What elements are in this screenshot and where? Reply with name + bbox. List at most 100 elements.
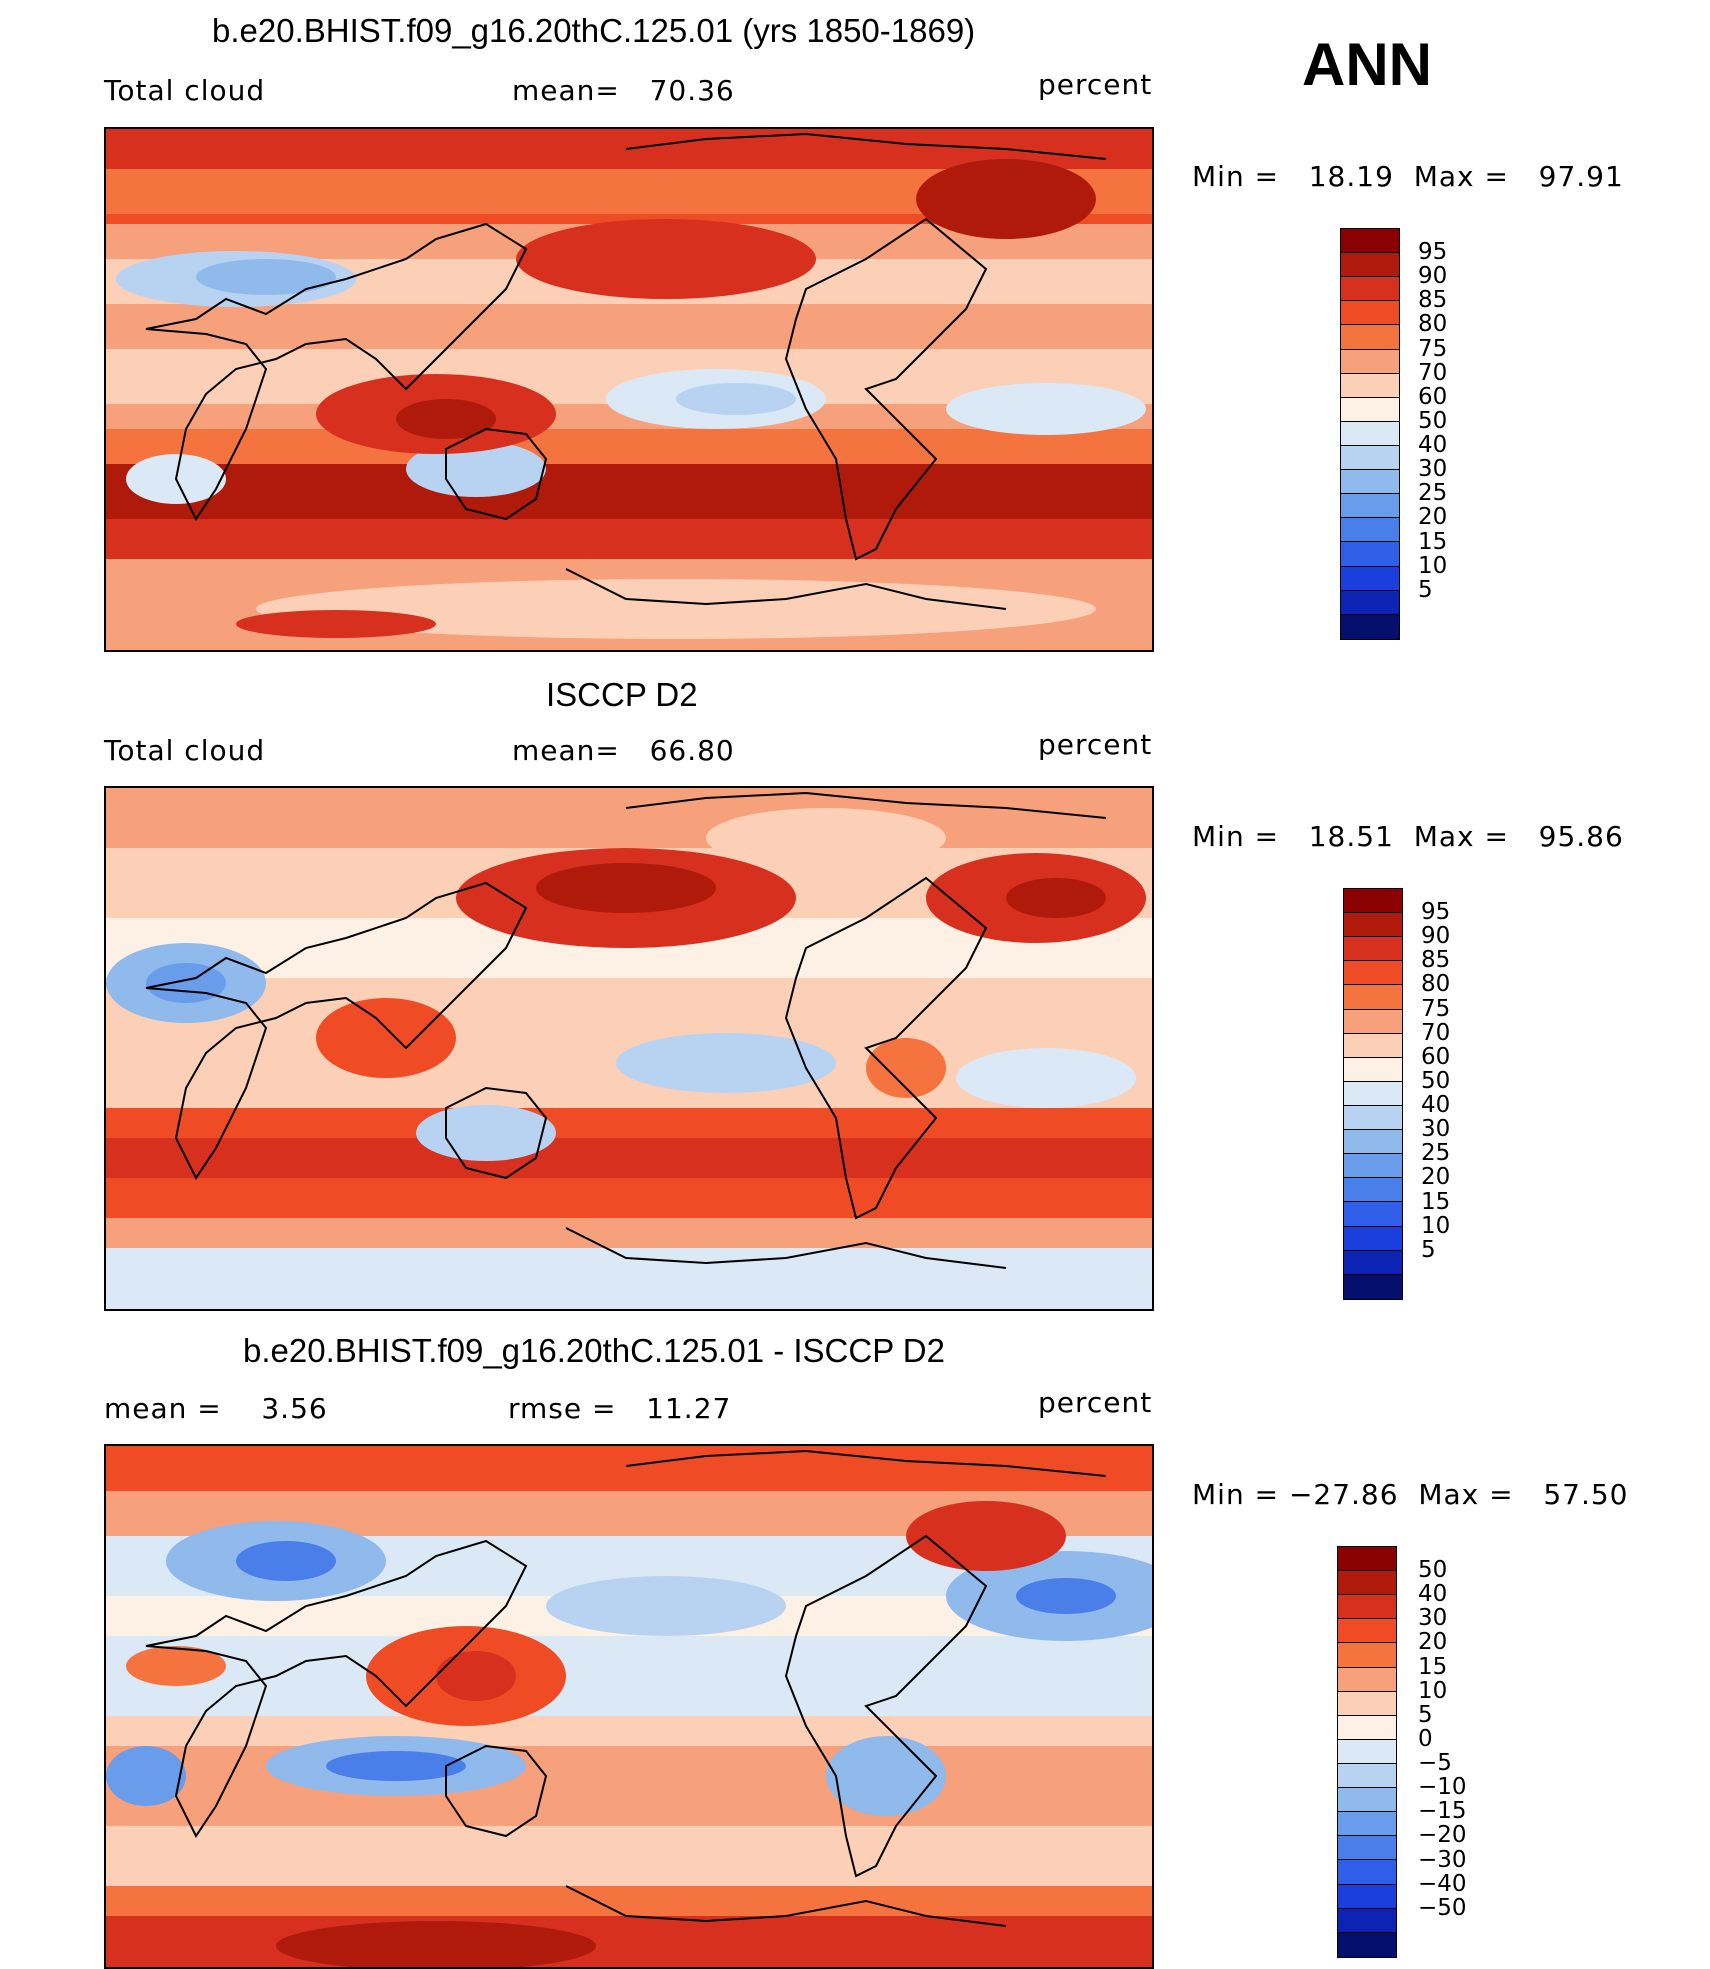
colorbar-tick-label: 40 (1421, 1092, 1451, 1119)
colorbar-tick-label: 10 (1421, 1212, 1451, 1239)
panel2-map-svg (106, 788, 1152, 1309)
colorbar-tick-label: 15 (1421, 1188, 1451, 1215)
colorbar-cell (1344, 1105, 1402, 1131)
colorbar-cell (1338, 1595, 1396, 1620)
colorbar-tick-label: 85 (1418, 287, 1448, 314)
panel2-units: percent (1038, 728, 1153, 761)
season-label: ANN (1302, 31, 1432, 98)
panel1-mean: mean= 70.36 (512, 74, 735, 107)
colorbar-tick-label: 30 (1421, 1116, 1451, 1143)
colorbar-cell (1344, 1057, 1402, 1082)
colorbar-cell (1344, 1202, 1402, 1227)
colorbar-tick-label: 50 (1418, 407, 1448, 434)
colorbar-tick-label: 75 (1418, 335, 1448, 362)
colorbar-cell (1344, 1081, 1402, 1106)
panel3-title: b.e20.BHIST.f09_g16.20thC.125.01 - ISCCP… (243, 1332, 945, 1369)
colorbar-cell (1341, 277, 1399, 302)
colorbar-tick-label: 95 (1418, 239, 1448, 266)
panel1-field-name: Total cloud (104, 74, 266, 107)
colorbar-tick-label: 60 (1421, 1043, 1451, 1070)
panel2-min-max: Min = 18.51 Max = 95.86 (1192, 820, 1624, 853)
colorbar-cell (1341, 301, 1399, 326)
colorbar-cell (1341, 229, 1399, 254)
colorbar-cell (1338, 1932, 1396, 1957)
colorbar-tick-label: 90 (1418, 263, 1448, 290)
colorbar-cell (1344, 1130, 1402, 1155)
colorbar-cell (1344, 889, 1402, 914)
panel1-colorbar (1340, 228, 1400, 640)
colorbar-cell (1344, 1250, 1402, 1275)
colorbar-tick-label: 25 (1421, 1140, 1451, 1167)
colorbar-tick-label: 5 (1418, 576, 1433, 603)
colorbar-cell (1341, 470, 1399, 495)
colorbar-cell (1338, 1763, 1396, 1789)
panel2-colorbar (1343, 888, 1403, 1300)
colorbar-cell (1338, 1739, 1396, 1764)
colorbar-tick-label: −40 (1418, 1870, 1467, 1897)
colorbar-tick-label: 40 (1418, 432, 1448, 459)
colorbar-cell (1344, 1154, 1402, 1179)
panel2-colorbar-labels: 95 90 85 80 75 70 60 50 40 30 25 20 15 10 5 (1421, 888, 1481, 1300)
colorbar-cell (1344, 961, 1402, 986)
colorbar-cell (1341, 566, 1399, 591)
colorbar-tick-label: 30 (1418, 456, 1448, 483)
colorbar-cell (1338, 1836, 1396, 1861)
colorbar-tick-label: 15 (1418, 1653, 1448, 1680)
colorbar-tick-label: 95 (1421, 899, 1451, 926)
panel1-map-svg (106, 129, 1152, 650)
colorbar-cell (1344, 1033, 1402, 1058)
colorbar-tick-label: 60 (1418, 383, 1448, 410)
colorbar-cell (1341, 421, 1399, 446)
colorbar-tick-label: 50 (1418, 1557, 1448, 1584)
panel2-mean: mean= 66.80 (512, 734, 735, 767)
colorbar-tick-label: 20 (1418, 504, 1448, 531)
colorbar-tick-label: −15 (1418, 1798, 1467, 1825)
colorbar-cell (1338, 1788, 1396, 1813)
panel3-mean: mean = 3.56 (104, 1392, 328, 1425)
colorbar-cell (1344, 985, 1402, 1010)
colorbar-tick-label: 30 (1418, 1605, 1448, 1632)
colorbar-tick-label: 25 (1418, 480, 1448, 507)
colorbar-cell (1341, 349, 1399, 374)
colorbar-cell (1338, 1908, 1396, 1933)
panel1-colorbar-cells (1341, 229, 1399, 639)
colorbar-tick-label: −30 (1418, 1846, 1467, 1873)
colorbar-cell (1344, 1009, 1402, 1034)
colorbar-cell (1338, 1812, 1396, 1837)
colorbar-cell (1341, 445, 1399, 471)
colorbar-tick-label: −5 (1418, 1750, 1452, 1777)
colorbar-tick-label: 50 (1421, 1067, 1451, 1094)
colorbar-cell (1338, 1571, 1396, 1596)
panel2-title: ISCCP D2 (546, 676, 698, 713)
colorbar-cell (1341, 397, 1399, 422)
panel3-map-svg (106, 1446, 1152, 1967)
panel2-colorbar-cells (1344, 889, 1402, 1299)
panel1-title: b.e20.BHIST.f09_g16.20thC.125.01 (yrs 18… (212, 12, 976, 49)
colorbar-tick-label: 90 (1421, 923, 1451, 950)
colorbar-cell (1344, 1226, 1402, 1251)
colorbar-cell (1341, 590, 1399, 615)
colorbar-cell (1341, 253, 1399, 278)
colorbar-cell (1341, 325, 1399, 350)
colorbar-cell (1338, 1884, 1396, 1909)
colorbar-tick-label: 20 (1421, 1164, 1451, 1191)
panel3-units: percent (1038, 1386, 1153, 1419)
colorbar-cell (1344, 937, 1402, 962)
panel2-field-name: Total cloud (104, 734, 266, 767)
panel3-map (104, 1444, 1154, 1969)
colorbar-tick-label: 70 (1418, 359, 1448, 386)
colorbar-tick-label: 40 (1418, 1581, 1448, 1608)
panel3-min-max: Min = −27.86 Max = 57.50 (1192, 1478, 1629, 1511)
colorbar-cell (1344, 1274, 1402, 1299)
panel1-colorbar-labels: 95 90 85 80 75 70 60 50 40 30 25 20 15 10 5 (1418, 228, 1478, 640)
colorbar-cell (1344, 1178, 1402, 1203)
colorbar-cell (1338, 1667, 1396, 1692)
colorbar-cell (1341, 518, 1399, 543)
colorbar-cell (1338, 1547, 1396, 1572)
panel3-rmse: rmse = 11.27 (508, 1392, 732, 1425)
colorbar-tick-label: 15 (1418, 528, 1448, 555)
colorbar-tick-label: 10 (1418, 552, 1448, 579)
colorbar-tick-label: −20 (1418, 1822, 1467, 1849)
panel3-colorbar-cells (1338, 1547, 1396, 1957)
colorbar-cell (1341, 373, 1399, 398)
